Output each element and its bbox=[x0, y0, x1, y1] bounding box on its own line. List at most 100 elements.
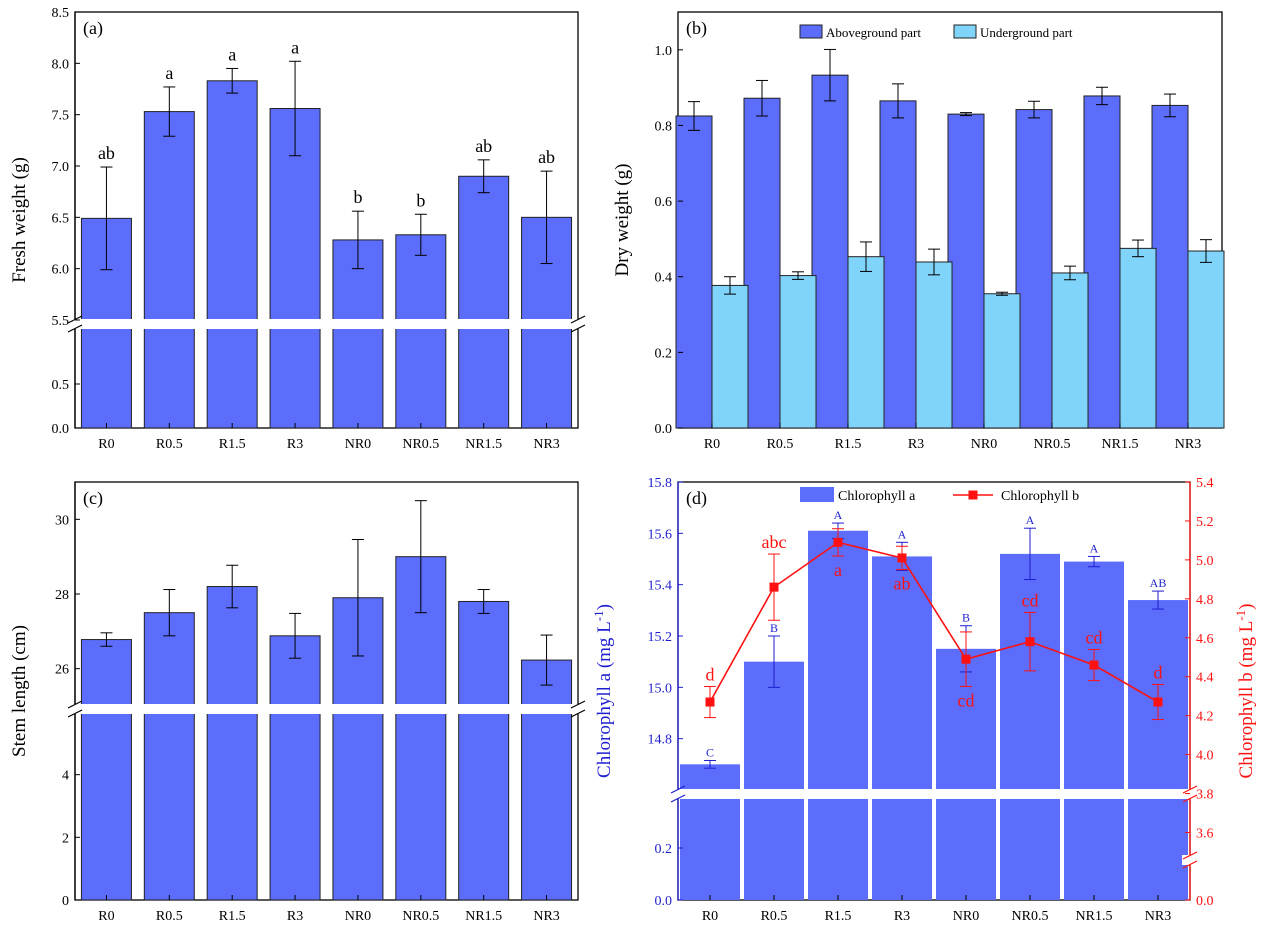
x-tick-label: R3 bbox=[894, 909, 910, 924]
bar-1-r1-5 bbox=[206, 586, 258, 901]
significance-letter: b bbox=[416, 190, 425, 210]
y-tick-label: 15.8 bbox=[648, 476, 673, 491]
chlorophyll-b-line bbox=[709, 541, 1159, 703]
y-tick-label: 14.8 bbox=[648, 733, 673, 748]
y-tick-label: 0.5 bbox=[52, 378, 70, 393]
bar-2-r3 bbox=[915, 261, 953, 429]
y2-tick-label: 4.0 bbox=[1196, 749, 1214, 764]
axis-break-gap bbox=[74, 319, 579, 329]
significance-letter-a: A bbox=[1090, 541, 1099, 555]
y-tick-label: 0.4 bbox=[655, 271, 673, 286]
y-tick-label: 0.2 bbox=[655, 842, 673, 857]
x-tick-label: NR3 bbox=[533, 437, 559, 452]
significance-letter-a: C bbox=[706, 745, 714, 759]
bar-1-r0 bbox=[675, 115, 713, 429]
x-tick-label: NR0.5 bbox=[1034, 437, 1071, 452]
legend-swatch-2 bbox=[953, 24, 977, 39]
x-tick-label: R3 bbox=[287, 909, 303, 924]
chlorophyll-b-point bbox=[833, 537, 843, 547]
significance-letter: a bbox=[228, 44, 236, 64]
x-tick-label: R0 bbox=[702, 909, 718, 924]
bar-1-nr3 bbox=[521, 659, 573, 901]
axis-break-mark-left-upper bbox=[670, 785, 686, 794]
axis-break-mark-right-upper bbox=[570, 700, 586, 709]
significance-letter-a: B bbox=[770, 621, 778, 635]
significance-letter: a bbox=[291, 37, 299, 57]
bar-2-nr0 bbox=[983, 293, 1021, 429]
x-tick-label: NR1.5 bbox=[1102, 437, 1139, 452]
axis-break-mark-right-upper bbox=[1182, 785, 1198, 794]
x-tick-label: NR3 bbox=[533, 909, 559, 924]
axis-break-mark-right-lower bbox=[570, 324, 586, 333]
axis-break-mark-left-lower bbox=[670, 794, 686, 803]
bar-1-r0 bbox=[680, 764, 740, 900]
significance-letter: ab bbox=[538, 147, 555, 167]
y-axis-title: Fresh weight (g) bbox=[9, 157, 30, 283]
x-tick-label: R0.5 bbox=[761, 909, 788, 924]
bar-1-r0-5 bbox=[744, 661, 804, 900]
y2-tick-label: 4.4 bbox=[1196, 671, 1214, 686]
y2-tick-label: 5.0 bbox=[1196, 554, 1214, 569]
panel-label: (a) bbox=[83, 18, 103, 39]
bar-1-nr3 bbox=[1151, 104, 1189, 429]
bar-1-r0-5 bbox=[143, 612, 195, 901]
bar-1-nr0 bbox=[947, 113, 985, 429]
x-tick-label: R0 bbox=[98, 909, 114, 924]
y2-tick-label: 3.6 bbox=[1196, 826, 1214, 841]
bar-2-r1-5 bbox=[847, 256, 885, 429]
bar-1-nr0-5 bbox=[1015, 109, 1053, 429]
chlorophyll-b-point bbox=[961, 654, 971, 664]
y-tick-label: 8.5 bbox=[52, 6, 70, 21]
bar-1-nr0-5 bbox=[395, 556, 447, 901]
chlorophyll-b-point bbox=[897, 553, 907, 563]
bar-1-nr1-5 bbox=[458, 600, 510, 901]
significance-letter-a: A bbox=[1026, 513, 1035, 527]
chlorophyll-b-point bbox=[1153, 697, 1163, 707]
y-tick-label: 0.0 bbox=[655, 422, 673, 437]
x-tick-label: R1.5 bbox=[825, 909, 852, 924]
y-tick-label: 15.6 bbox=[648, 527, 673, 542]
y2-tick-label: 5.2 bbox=[1196, 515, 1214, 530]
bar-1-r3 bbox=[879, 100, 917, 429]
y-tick-label: 6.0 bbox=[52, 263, 70, 278]
significance-letter-b: abc bbox=[762, 532, 787, 552]
y-tick-label: 7.5 bbox=[52, 109, 70, 124]
axis-break-gap bbox=[677, 789, 1191, 799]
x-tick-label: R3 bbox=[908, 437, 924, 452]
significance-letter-a: B bbox=[962, 611, 970, 625]
bar-1-r0-5 bbox=[743, 97, 781, 429]
axis2-break-mark-upper bbox=[1182, 851, 1198, 860]
chlorophyll-b-point bbox=[705, 697, 715, 707]
y-tick-label: 26 bbox=[55, 663, 69, 678]
axis2-break-mark-lower bbox=[1182, 860, 1198, 869]
y-tick-label: 0.0 bbox=[655, 894, 673, 909]
x-tick-label: R0.5 bbox=[767, 437, 794, 452]
bar-1-r1-5 bbox=[808, 530, 868, 900]
bar-1-r1-5 bbox=[811, 74, 849, 429]
significance-letter-b: ab bbox=[894, 574, 911, 594]
x-tick-label: R0 bbox=[704, 437, 720, 452]
legend-label-2: Underground part bbox=[980, 25, 1073, 40]
x-tick-label: NR1.5 bbox=[465, 437, 502, 452]
significance-letter-b: cd bbox=[1086, 627, 1103, 647]
y-tick-label: 1.0 bbox=[655, 44, 673, 59]
legend: Chlorophyll a Chlorophyll b bbox=[800, 487, 1079, 504]
bar-1-r1-5 bbox=[206, 80, 258, 429]
x-tick-label: R0.5 bbox=[156, 437, 183, 452]
significance-letter: ab bbox=[475, 136, 492, 156]
y-tick-label: 15.4 bbox=[648, 579, 673, 594]
significance-letter-b: d bbox=[1154, 662, 1163, 682]
y-axis-title: Chlorophyll a (mg L-1) bbox=[591, 604, 616, 778]
x-tick-label: NR3 bbox=[1175, 437, 1201, 452]
x-tick-label: R0 bbox=[98, 437, 114, 452]
y2-tick-label: 4.6 bbox=[1196, 632, 1214, 647]
y-axis-title: Stem length (cm) bbox=[9, 625, 30, 757]
significance-letter: ab bbox=[98, 143, 115, 163]
significance-letter: b bbox=[353, 187, 362, 207]
x-tick-label: NR0.5 bbox=[402, 909, 439, 924]
y2-tick-label: 5.4 bbox=[1196, 476, 1214, 491]
x-tick-label: NR0.5 bbox=[402, 437, 439, 452]
bar-1-nr0-5 bbox=[395, 234, 447, 429]
y2-axis-title: Chlorophyll b (mg L-1) bbox=[1233, 604, 1258, 779]
